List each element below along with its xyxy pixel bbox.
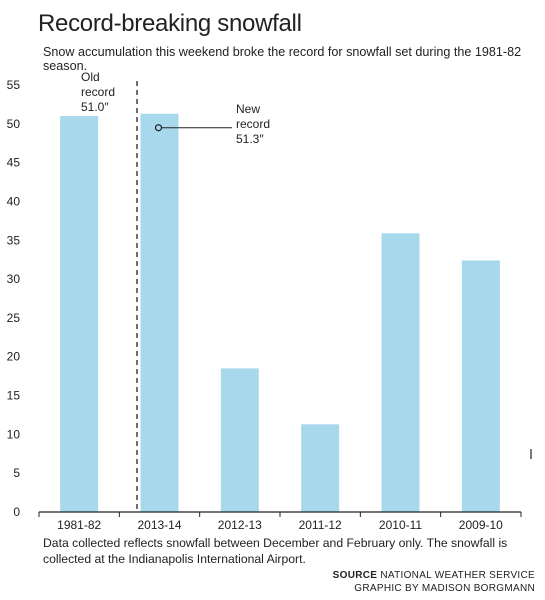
old-record-label-line: record [81,85,115,99]
bar-2013-14 [140,113,179,512]
source-label: SOURCE [332,570,378,581]
y-axis: 0 5 10 15 20 25 30 35 40 45 50 55 [7,78,21,519]
bars-group [60,113,500,513]
y-tick-label: 20 [7,350,21,364]
x-tick-label: 2009-10 [459,518,503,532]
footnote: Data collected reflects snowfall between… [43,536,508,566]
x-axis: 1981-82 2013-14 2012-13 2011-12 2010-11 2009-… [38,511,522,532]
credit-block: SOURCE NATIONAL WEATHER SERVICE GRAPHIC … [333,569,535,595]
y-tick-label: 10 [7,427,21,441]
y-tick-label: 45 [7,156,21,170]
y-tick-label: 55 [7,78,21,92]
y-tick-label: 0 [13,505,20,519]
bar-1981-82 [60,116,99,513]
x-tick-label: 2012-13 [218,518,262,532]
bar-2012-13 [220,368,259,512]
y-tick-label: 25 [7,311,21,325]
old-record-label-line: Old [81,70,100,84]
bar-2009-10 [461,260,500,512]
y-tick-label: 40 [7,194,21,208]
new-record-label-line: 51.3″ [236,132,264,146]
new-record-label-line: New [236,102,260,116]
chart-title: Record-breaking snowfall [38,10,302,37]
y-tick-label: 15 [7,389,21,403]
source-text: NATIONAL WEATHER SERVICE [380,570,535,581]
chart-subtitle: Snow accumulation this weekend broke the… [43,45,522,73]
x-tick-label: 2010-11 [379,518,422,532]
bar-2010-11 [381,233,420,512]
x-tick-label: 2013-14 [137,518,181,532]
y-tick-label: 5 [13,466,20,480]
x-tick-label: 1981-82 [57,518,101,532]
graphic-credit: GRAPHIC BY MADISON BORGMANN [354,583,535,594]
new-record-marker [154,124,163,132]
y-tick-label: 35 [7,233,21,247]
bar-2011-12 [301,424,340,512]
old-record-label-line: 51.0″ [81,100,109,114]
new-record-label-line: record [236,117,270,131]
y-tick-label: 30 [7,272,21,286]
x-tick-label: 2011-12 [299,518,342,532]
y-tick-label: 50 [7,117,21,131]
